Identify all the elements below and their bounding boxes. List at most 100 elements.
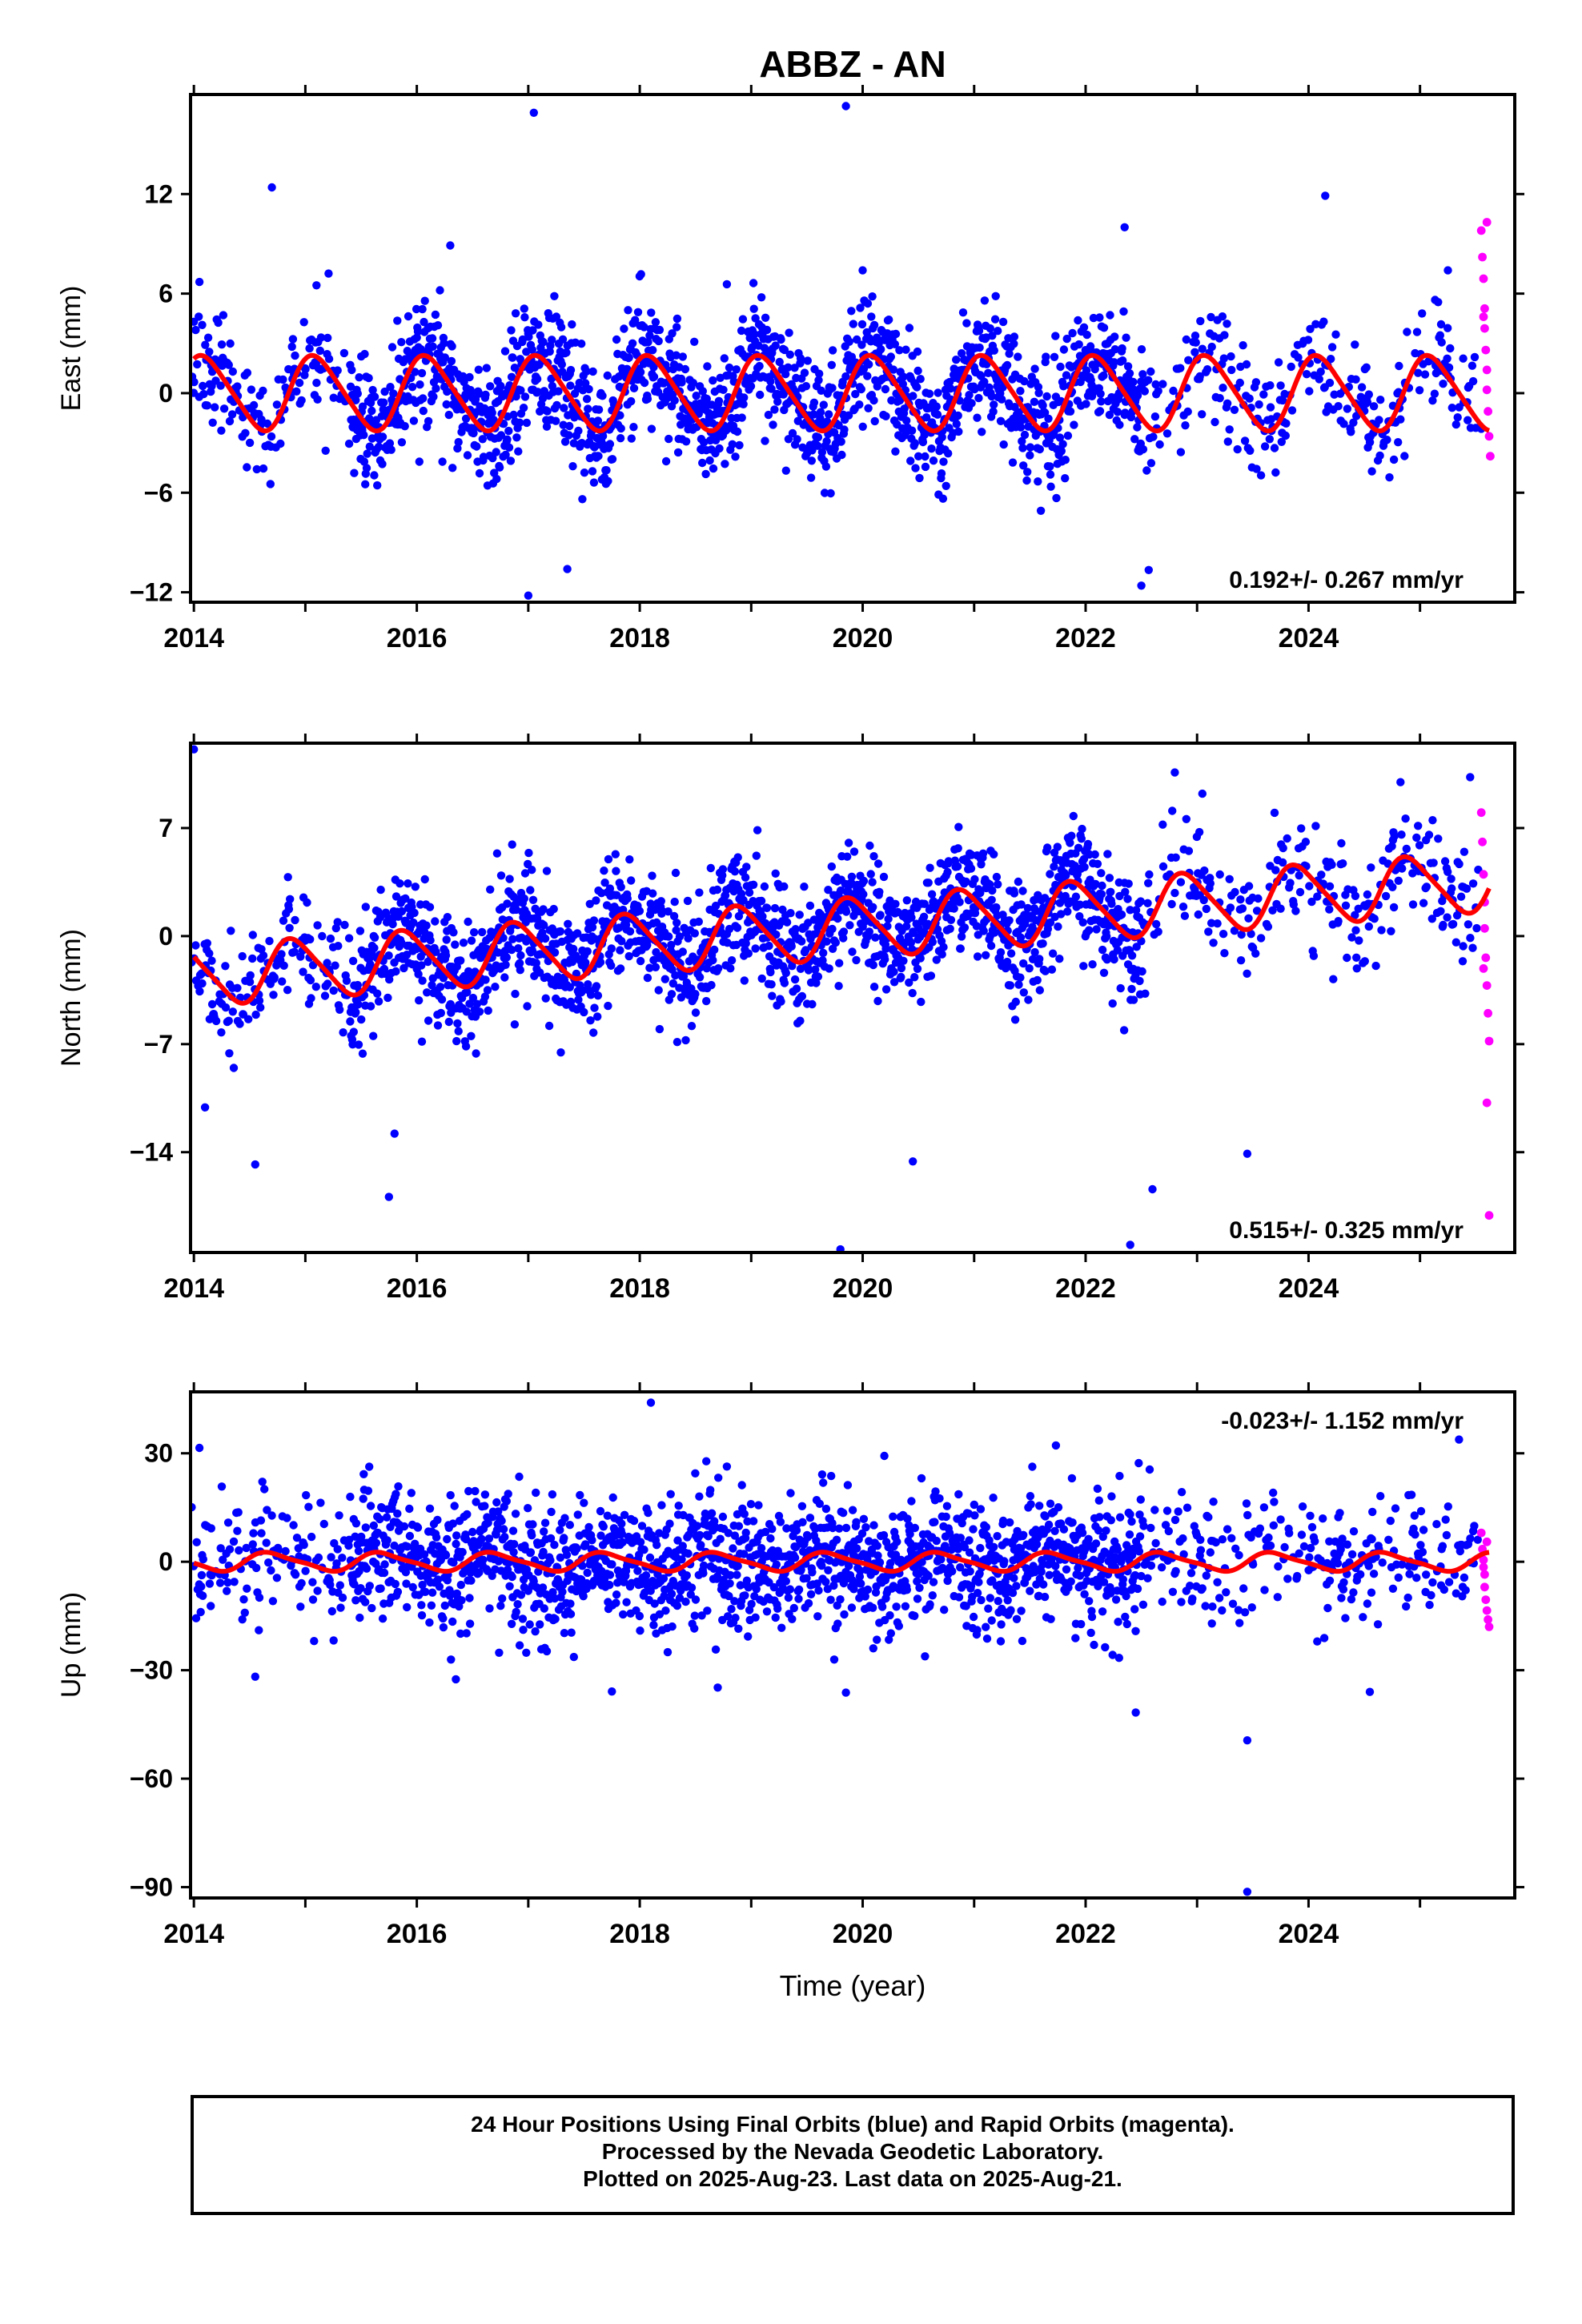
final-orbit-point (627, 396, 636, 406)
final-orbit-point (368, 385, 377, 395)
final-orbit-outlier (251, 1160, 259, 1169)
final-orbit-point (624, 306, 632, 315)
final-orbit-point (1158, 862, 1168, 871)
final-orbit-point (681, 1035, 690, 1045)
final-orbit-point (987, 392, 996, 401)
final-orbit-point (671, 971, 680, 980)
final-orbit-point (515, 1641, 524, 1650)
final-orbit-point (420, 1550, 429, 1559)
final-orbit-point (820, 489, 829, 497)
final-orbit-point (988, 332, 997, 340)
final-orbit-point (627, 876, 636, 885)
final-orbit-point (593, 991, 603, 1000)
final-orbit-point (837, 437, 845, 446)
final-orbit-point (1069, 811, 1078, 821)
final-orbit-point (1074, 843, 1083, 853)
final-orbit-point (1256, 934, 1266, 943)
final-orbit-point (848, 947, 857, 956)
final-orbit-point (589, 478, 599, 487)
final-orbit-point (895, 346, 904, 355)
final-orbit-point (1144, 376, 1153, 384)
final-orbit-point (927, 890, 937, 899)
final-orbit-point (1220, 949, 1229, 958)
final-orbit-point (1129, 385, 1138, 394)
final-orbit-point (946, 384, 955, 393)
final-orbit-point (511, 1510, 520, 1518)
final-orbit-point (913, 383, 921, 392)
final-orbit-point (499, 1525, 508, 1534)
final-orbit-point (665, 1519, 674, 1528)
x-tick-label: 2020 (833, 1273, 893, 1304)
final-orbit-point (803, 356, 812, 365)
final-orbit-point (1066, 407, 1075, 416)
final-orbit-point (612, 335, 621, 344)
final-orbit-point (334, 942, 343, 951)
final-orbit-point (1046, 462, 1054, 471)
final-orbit-point (335, 1005, 344, 1015)
final-orbit-point (762, 325, 772, 335)
final-orbit-point (272, 400, 282, 409)
final-orbit-point (362, 1564, 371, 1573)
final-orbit-point (574, 995, 583, 1004)
final-orbit-point (646, 1586, 655, 1595)
final-orbit-point (1259, 390, 1268, 399)
final-orbit-point (568, 320, 576, 329)
final-orbit-point (316, 333, 326, 342)
final-orbit-point (229, 1063, 239, 1072)
final-orbit-point (869, 320, 879, 330)
final-orbit-point (1316, 368, 1325, 376)
final-orbit-point (355, 927, 365, 935)
final-orbit-point (749, 880, 758, 890)
final-orbit-point (1219, 930, 1228, 939)
final-orbit-point (881, 985, 891, 994)
final-orbit-point (1198, 410, 1207, 419)
final-orbit-point (418, 304, 427, 314)
final-orbit-point (1023, 903, 1033, 913)
final-orbit-point (1033, 975, 1042, 985)
final-orbit-point (259, 386, 267, 396)
final-orbit-point (313, 1586, 322, 1595)
final-orbit-point (1117, 910, 1126, 919)
final-orbit-point (817, 448, 827, 456)
final-orbit-point (560, 1629, 569, 1638)
rapid-orbit-point (1480, 304, 1489, 313)
final-orbit-point (507, 372, 516, 381)
final-orbit-point (740, 976, 749, 985)
final-orbit-point (762, 903, 772, 913)
final-orbit-point (370, 933, 379, 943)
final-orbit-point (472, 1498, 480, 1506)
final-orbit-point (1305, 387, 1314, 396)
final-orbit-point (612, 1598, 620, 1607)
seasonal-model-line (192, 854, 1492, 1006)
final-orbit-outlier (858, 266, 867, 275)
final-orbit-point (1018, 444, 1027, 452)
final-orbit-point (690, 1624, 699, 1633)
final-orbit-point (982, 951, 990, 960)
final-orbit-point (540, 1518, 550, 1527)
final-orbit-point (813, 972, 823, 981)
final-orbit-point (400, 1522, 409, 1531)
final-orbit-point (673, 314, 682, 324)
final-orbit-point (636, 368, 645, 376)
final-orbit-point (1140, 387, 1150, 396)
final-orbit-point (566, 381, 575, 390)
final-orbit-point (528, 895, 538, 905)
plot-frame (189, 93, 1516, 604)
final-orbit-point (926, 863, 934, 872)
final-orbit-point (531, 1627, 540, 1636)
final-orbit-point (1059, 382, 1068, 391)
final-orbit-point (824, 886, 833, 895)
final-orbit-point (258, 1478, 267, 1486)
final-orbit-outlier (384, 1192, 393, 1201)
final-orbit-point (1459, 354, 1468, 363)
final-orbit-point (1035, 444, 1045, 454)
final-orbit-point (889, 365, 898, 374)
final-orbit-point (481, 390, 490, 400)
final-orbit-point (1303, 336, 1313, 344)
final-orbit-point (907, 426, 917, 435)
final-orbit-point (672, 351, 681, 360)
final-orbit-point (761, 313, 770, 322)
final-orbit-point (367, 1603, 376, 1613)
final-orbit-point (257, 415, 266, 424)
final-orbit-point (295, 378, 304, 388)
